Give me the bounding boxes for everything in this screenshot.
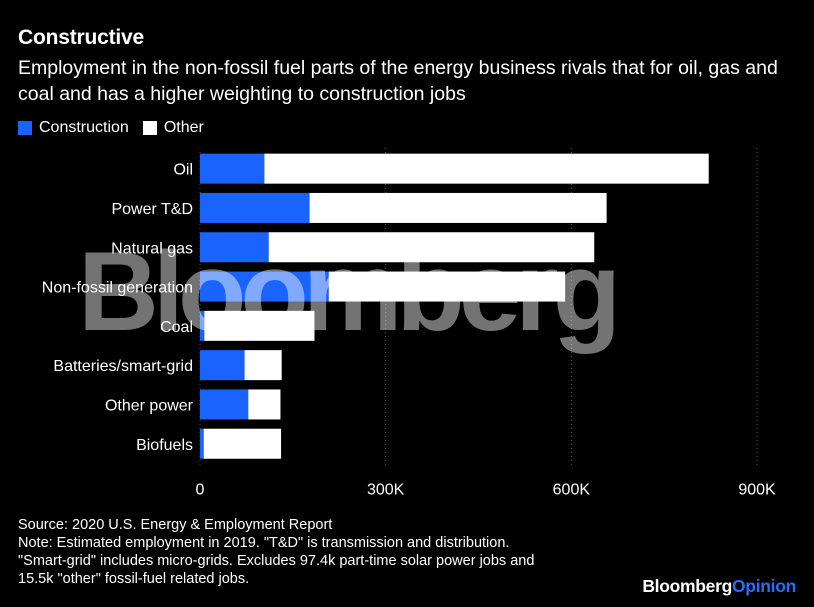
bar-other-power-construction xyxy=(200,389,249,420)
brand-main: Bloomberg xyxy=(642,576,732,596)
legend-label-other: Other xyxy=(163,119,204,136)
category-label-oil: Oil xyxy=(173,162,193,179)
bar-batteries-smart-grid-construction xyxy=(200,350,245,381)
bar-coal-other xyxy=(204,310,315,341)
x-tick-label-1: 300K xyxy=(367,481,405,498)
category-label-coal: Coal xyxy=(160,319,193,336)
bar-power-t-d-other xyxy=(309,192,607,223)
bar-non-fossil-generation-construction xyxy=(200,271,329,302)
legend: Construction Other xyxy=(18,119,218,137)
legend-item-other: Other xyxy=(142,119,204,137)
bar-biofuels-construction xyxy=(200,428,204,459)
bloomberg-opinion-logo: BloombergOpinion xyxy=(642,576,796,597)
legend-label-construction: Construction xyxy=(39,119,129,136)
bar-power-t-d-construction xyxy=(200,192,310,223)
x-tick-label-3: 900K xyxy=(738,481,776,498)
source-note: Source: 2020 U.S. Energy & Employment Re… xyxy=(18,517,333,533)
bar-natural-gas-other xyxy=(268,232,595,263)
chart-subtitle: Employment in the non-fossil fuel parts … xyxy=(18,57,778,105)
legend-swatch-other xyxy=(142,121,157,135)
note-line-1: Note: Estimated employment in 2019. "T&D… xyxy=(18,535,510,551)
legend-swatch-construction xyxy=(18,121,32,135)
bar-oil-construction xyxy=(200,153,265,184)
category-label-non-fossil-generation: Non-fossil generation xyxy=(42,280,193,297)
note-line-3: 15.5k "other" fossil-fuel related jobs. xyxy=(18,571,250,587)
bar-oil-other xyxy=(264,153,709,184)
bar-batteries-smart-grid-other xyxy=(244,350,282,381)
x-tick-label-2: 600K xyxy=(553,481,591,498)
bar-other-power-other xyxy=(248,389,281,420)
category-label-batteries-smart-grid: Batteries/smart-grid xyxy=(53,358,193,375)
note-line-2: "Smart-grid" includes micro-grids. Exclu… xyxy=(18,553,535,569)
chart-footer: Source: 2020 U.S. Energy & Employment Re… xyxy=(18,516,534,588)
brand-accent: Opinion xyxy=(732,576,796,596)
category-label-other-power: Other power xyxy=(105,397,194,414)
category-label-power-t-d: Power T&D xyxy=(111,201,193,218)
legend-item-construction: Construction xyxy=(18,119,129,137)
bar-biofuels-other xyxy=(203,428,282,459)
bar-coal-construction xyxy=(200,310,205,341)
category-label-biofuels: Biofuels xyxy=(136,437,193,454)
bar-natural-gas-construction xyxy=(200,232,269,263)
chart-title: Constructive xyxy=(18,26,144,49)
category-label-natural-gas: Natural gas xyxy=(111,240,193,257)
x-tick-label-0: 0 xyxy=(196,481,205,498)
bar-non-fossil-generation-other xyxy=(328,271,566,302)
